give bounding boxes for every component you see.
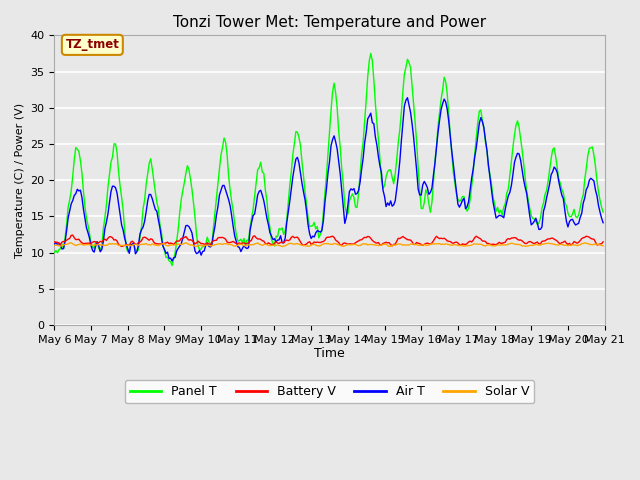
Y-axis label: Temperature (C) / Power (V): Temperature (C) / Power (V) <box>15 103 25 258</box>
Air T <box>404 95 412 101</box>
Panel T <box>243 237 251 243</box>
Panel T <box>292 129 300 134</box>
Battery V <box>599 239 607 245</box>
Air T <box>118 222 125 228</box>
Panel T <box>572 214 579 219</box>
Solar V <box>294 240 301 246</box>
Battery V <box>51 239 58 245</box>
Battery V <box>244 240 252 245</box>
Panel T <box>367 50 374 56</box>
Solar V <box>278 244 286 250</box>
Panel T <box>168 263 176 268</box>
Solar V <box>216 241 223 247</box>
Panel T <box>51 250 58 255</box>
Line: Battery V: Battery V <box>54 235 603 247</box>
Title: Tonzi Tower Met: Temperature and Power: Tonzi Tower Met: Temperature and Power <box>173 15 486 30</box>
Panel T <box>234 238 242 244</box>
Air T <box>292 156 300 162</box>
Line: Solar V: Solar V <box>54 243 603 247</box>
Solar V <box>234 242 242 248</box>
Air T <box>216 192 223 198</box>
Panel T <box>599 209 607 215</box>
Solar V <box>51 242 58 248</box>
Battery V <box>572 240 579 245</box>
Air T <box>243 246 251 252</box>
Panel T <box>118 195 125 201</box>
Solar V <box>118 243 125 249</box>
Battery V <box>294 234 301 240</box>
Air T <box>168 258 176 264</box>
Solar V <box>572 242 579 248</box>
Line: Air T: Air T <box>54 98 603 261</box>
Text: TZ_tmet: TZ_tmet <box>65 38 119 51</box>
Battery V <box>236 240 243 246</box>
Air T <box>599 220 607 226</box>
Battery V <box>217 235 225 240</box>
Solar V <box>243 243 251 249</box>
X-axis label: Time: Time <box>314 348 345 360</box>
Air T <box>572 222 579 228</box>
Line: Panel T: Panel T <box>54 53 603 265</box>
Solar V <box>599 243 607 249</box>
Air T <box>51 241 58 247</box>
Air T <box>234 244 242 250</box>
Legend: Panel T, Battery V, Air T, Solar V: Panel T, Battery V, Air T, Solar V <box>125 380 534 403</box>
Solar V <box>182 240 189 246</box>
Battery V <box>69 232 77 238</box>
Panel T <box>216 166 223 172</box>
Battery V <box>118 244 125 250</box>
Battery V <box>121 242 129 248</box>
